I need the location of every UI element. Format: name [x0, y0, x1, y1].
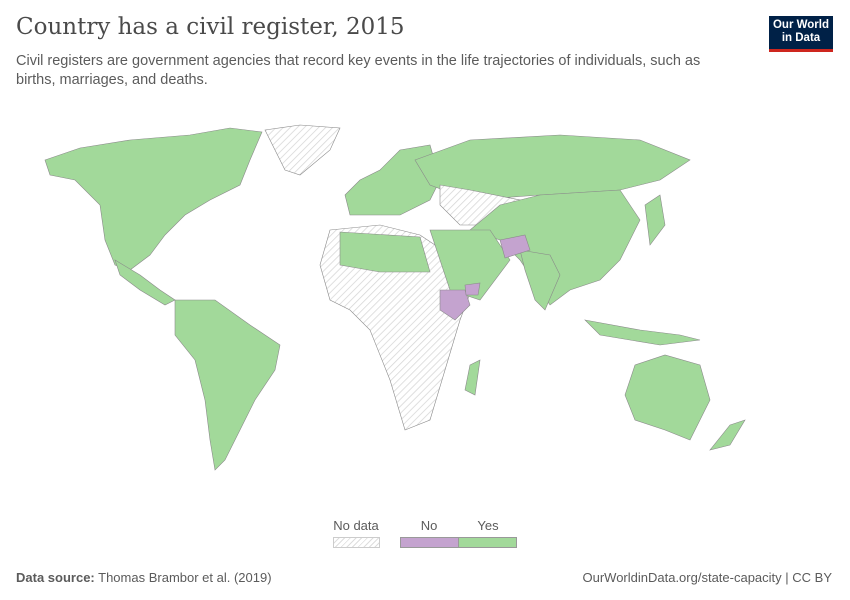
region-middle-east[interactable]: [429, 229, 511, 301]
region-europe[interactable]: [344, 144, 441, 216]
legend-label-yes: Yes: [477, 518, 499, 533]
region-north-africa[interactable]: [339, 231, 431, 273]
legend-label-no: No: [420, 518, 438, 533]
country-yemen[interactable]: [464, 282, 481, 296]
region-indonesia[interactable]: [584, 319, 701, 346]
region-north-america[interactable]: [44, 127, 263, 271]
chart-subtitle: Civil registers are government agencies …: [16, 53, 701, 88]
world-map[interactable]: [0, 110, 850, 510]
region-south-america[interactable]: [174, 299, 281, 471]
legend-swatch-no-data[interactable]: [333, 537, 380, 548]
region-africa[interactable]: [319, 224, 476, 431]
source-text[interactable]: Thomas Brambor et al. (2019): [98, 570, 272, 585]
source-label: Data source:: [16, 570, 95, 585]
legend-swatch-no[interactable]: [400, 537, 459, 548]
country-afghanistan[interactable]: [499, 234, 531, 259]
footer-link[interactable]: OurWorldinData.org/state-capacity | CC B…: [582, 570, 832, 585]
region-india[interactable]: [519, 249, 561, 311]
region-new-zealand[interactable]: [709, 419, 746, 451]
region-greenland[interactable]: [264, 124, 341, 176]
region-madagascar[interactable]: [464, 359, 481, 396]
country-ethiopia[interactable]: [439, 289, 471, 321]
logo-line2: in Data: [781, 32, 821, 44]
region-japan[interactable]: [644, 194, 666, 246]
owid-logo[interactable]: Our World in Data: [769, 16, 833, 52]
region-australia[interactable]: [624, 354, 711, 441]
logo-line1: Our World: [772, 19, 829, 31]
legend-swatch-yes[interactable]: [458, 537, 517, 548]
legend-label-no-data: No data: [333, 518, 379, 533]
chart-title: Country has a civil register, 2015: [16, 14, 405, 40]
region-central-america[interactable]: [114, 259, 176, 306]
data-source: Data source: Thomas Brambor et al. (2019…: [16, 570, 272, 585]
